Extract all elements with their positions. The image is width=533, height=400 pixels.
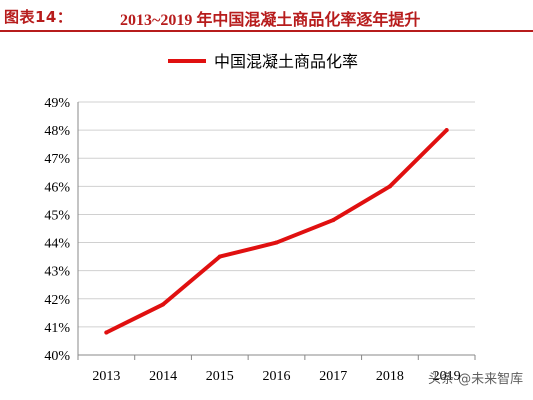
y-tick-label: 47% xyxy=(44,152,70,167)
y-tick-label: 49% xyxy=(44,96,70,111)
data-point xyxy=(104,330,109,335)
series-layer xyxy=(104,128,449,335)
y-tick-label: 46% xyxy=(44,180,70,195)
figure-label: 图表14： xyxy=(4,8,73,26)
title-divider xyxy=(0,30,533,32)
data-point xyxy=(387,184,392,189)
x-tick-label: 2019 xyxy=(433,369,461,384)
data-point xyxy=(274,240,279,245)
legend: 中国混凝土商品化率 xyxy=(168,52,358,71)
x-tick-label: 2014 xyxy=(149,369,177,384)
legend-label: 中国混凝土商品化率 xyxy=(214,52,358,71)
x-tick-label: 2016 xyxy=(263,369,291,384)
y-tick-label: 42% xyxy=(44,293,70,308)
series-line xyxy=(104,128,449,335)
data-point xyxy=(217,254,222,259)
watermark: 头条 @未来智库 xyxy=(428,372,524,387)
chart-title: 2013~2019 年中国混凝土商品化率逐年提升 xyxy=(120,12,421,29)
x-tick-label: 2015 xyxy=(206,369,234,384)
y-axis: 40% 41% 42% 43% 44% 45% 46% 47% 48% 49% xyxy=(44,96,79,364)
y-tick-label: 44% xyxy=(44,237,70,252)
data-point xyxy=(161,302,166,307)
y-tick-label: 41% xyxy=(44,321,70,336)
y-tick-label: 45% xyxy=(44,208,70,223)
x-tick-label: 2017 xyxy=(319,369,347,384)
y-tick-label: 40% xyxy=(44,349,70,364)
title-bar: 图表14： 2013~2019 年中国混凝土商品化率逐年提升 xyxy=(0,0,533,32)
y-tick-label: 43% xyxy=(44,265,70,280)
y-tick-label: 48% xyxy=(44,124,70,139)
gridlines xyxy=(78,101,475,328)
data-point xyxy=(331,218,336,223)
x-tick-label: 2018 xyxy=(376,369,404,384)
x-tick-label: 2013 xyxy=(92,369,120,384)
x-axis: 2013 2014 2015 2016 2017 2018 2019 xyxy=(77,354,476,384)
data-point xyxy=(444,128,449,133)
